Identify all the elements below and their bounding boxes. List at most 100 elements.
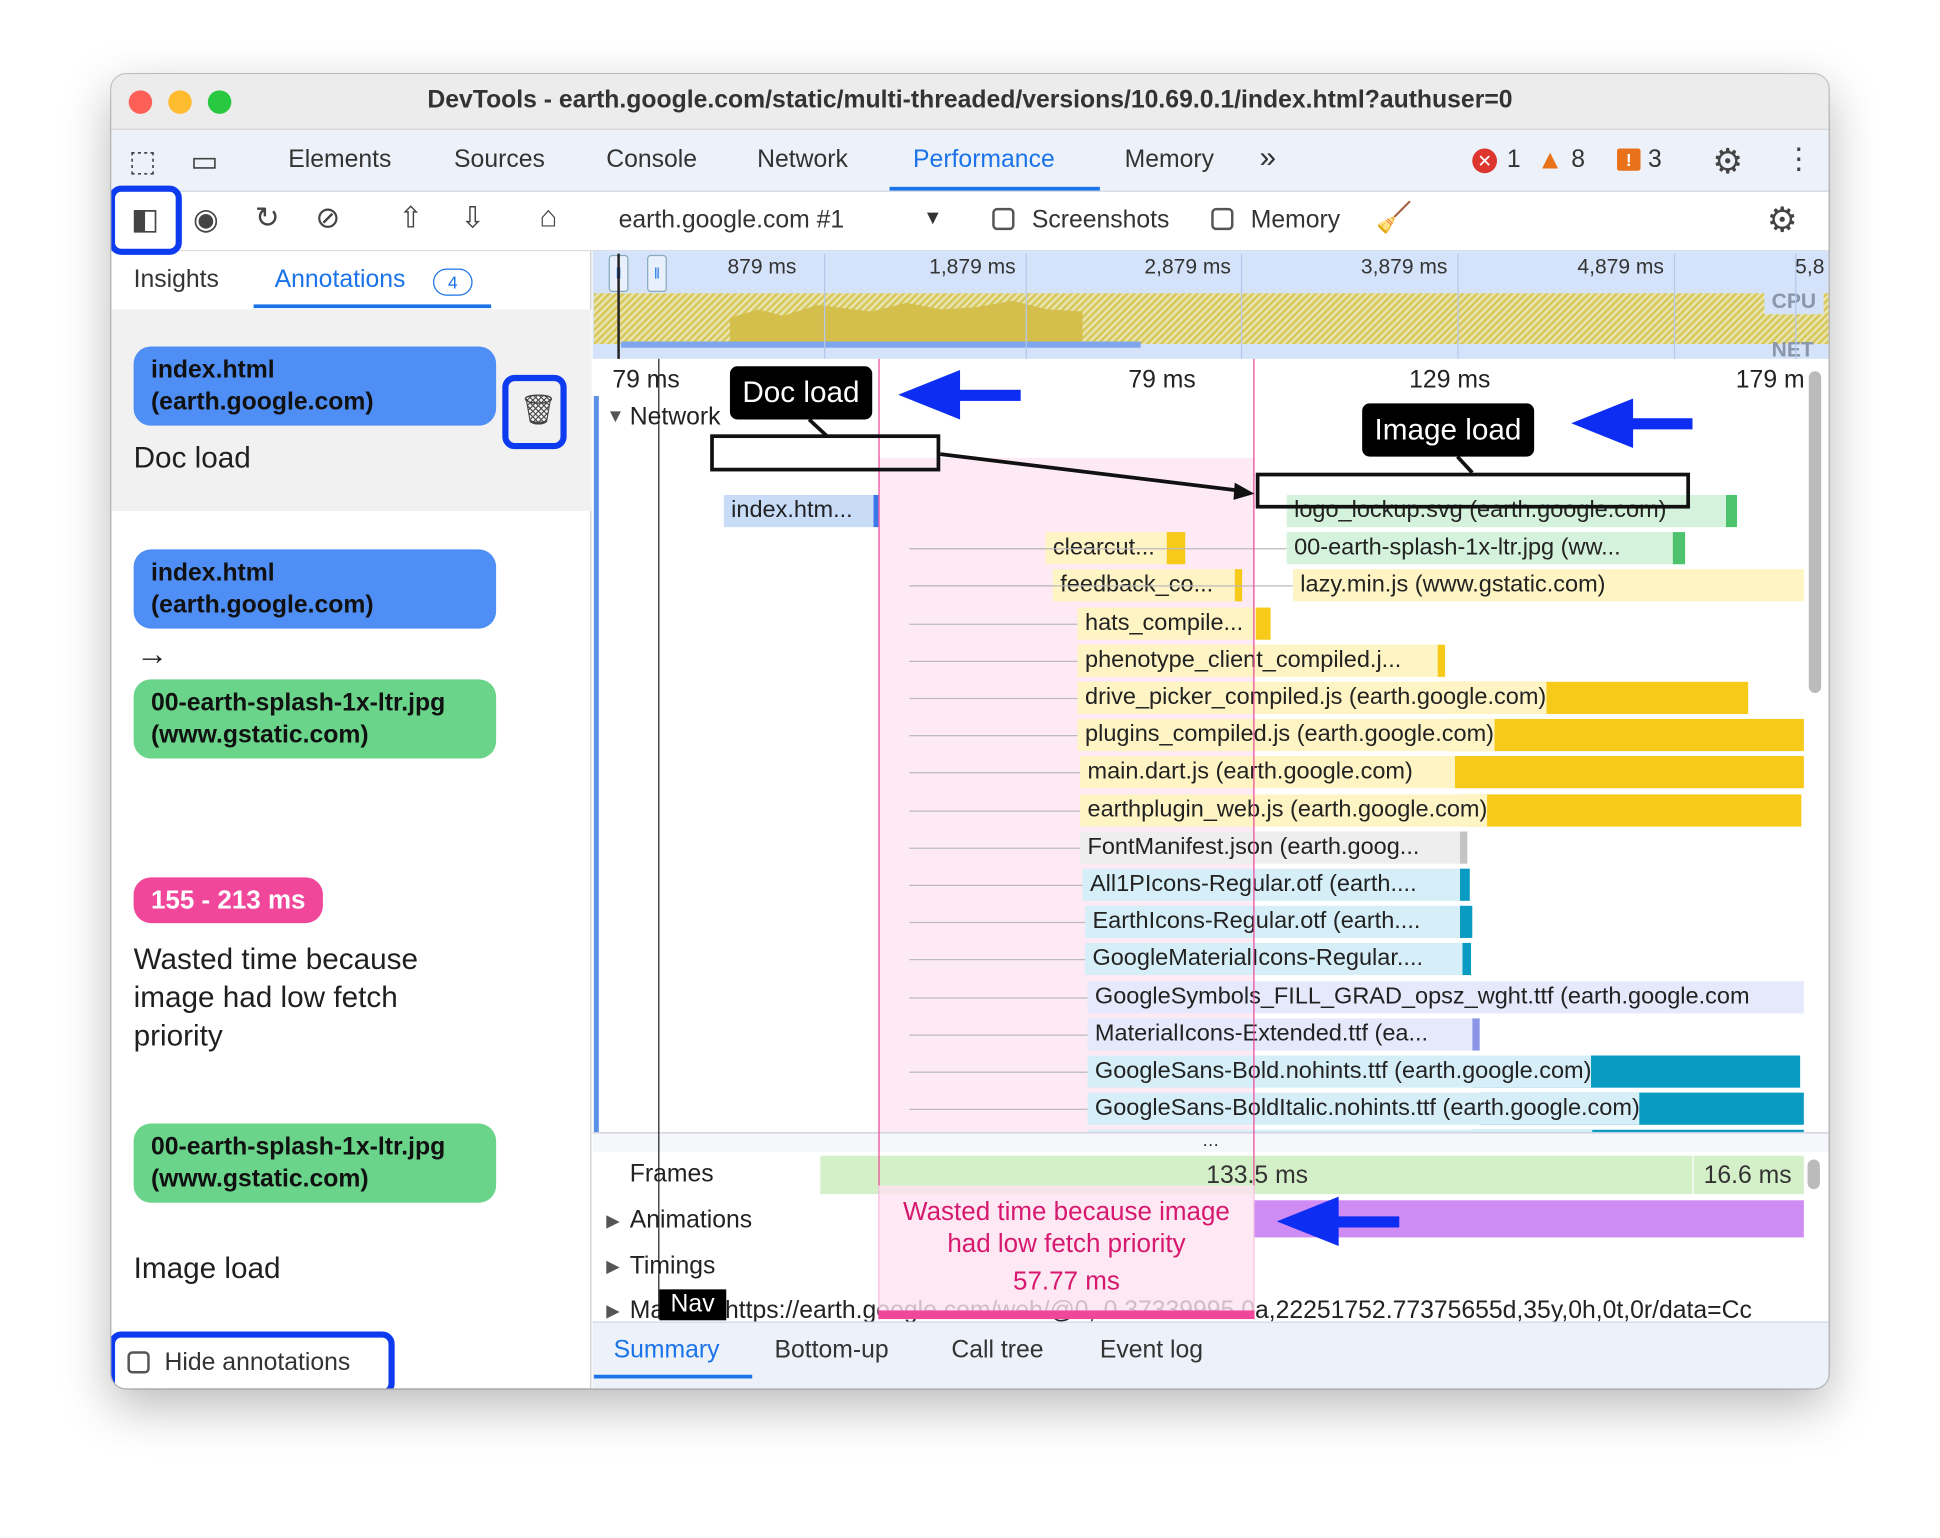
hide-annotations-checkbox[interactable] [127, 1351, 150, 1374]
network-request-bar[interactable]: drive_picker_compiled.js (earth.google.c… [1077, 681, 1547, 714]
network-request-bar[interactable]: GoogleSymbols_FILL_GRAD_opsz_wght.ttf (e… [1087, 980, 1804, 1013]
request-download-bar[interactable] [1255, 607, 1271, 640]
tab-memory[interactable]: Memory [1124, 146, 1214, 174]
tab-console[interactable]: Console [606, 146, 698, 174]
doc-load-annotation-label[interactable]: Doc load [729, 366, 872, 420]
inspect-element-icon[interactable]: ⬚ [128, 144, 157, 179]
expand-network-triangle-icon[interactable]: ▼ [606, 405, 625, 427]
annotation-entry-chip[interactable]: index.html (earth.google.com) [133, 346, 497, 426]
expand-animations-triangle-icon[interactable]: ▶ [606, 1210, 620, 1230]
warning-count[interactable]: 8 [1571, 146, 1586, 174]
clear-icon[interactable]: ⊘ [315, 201, 341, 236]
error-icon[interactable]: ✕ [1472, 148, 1498, 174]
network-request-bar[interactable]: FontManifest.json (earth.goog... [1080, 831, 1460, 864]
timings-track-label[interactable]: Timings [629, 1252, 716, 1280]
network-track[interactable]: index.htm... logo_lockup.svg (earth.googl… [593, 359, 1829, 1133]
animations-track-label[interactable]: Animations [629, 1206, 753, 1234]
network-request-bar[interactable]: EarthIcons-Regular.otf (earth.... [1085, 906, 1460, 939]
nav-marker[interactable]: Nav [659, 1289, 726, 1321]
tab-sources[interactable]: Sources [454, 146, 545, 174]
issues-icon[interactable]: ! [1617, 148, 1641, 171]
track-resize-handle[interactable]: … [592, 1131, 1829, 1153]
request-download-bar[interactable] [873, 494, 879, 528]
tab-elements[interactable]: Elements [288, 146, 392, 174]
recording-select[interactable]: earth.google.com #1 [618, 206, 845, 234]
network-request-bar[interactable]: logo_lockup.svg (earth.google.com) [1286, 494, 1726, 528]
chevron-down-icon[interactable]: ▼ [922, 207, 943, 229]
annotation-label[interactable]: Image load [133, 1252, 281, 1286]
download-icon[interactable]: ⇩ [460, 201, 486, 236]
network-request-bar[interactable]: 00-earth-splash-1x-ltr.jpg (ww... [1286, 532, 1673, 565]
image-load-annotation-label[interactable]: Image load [1362, 403, 1534, 457]
garbage-collect-broom-icon[interactable]: 🧹 [1375, 201, 1413, 236]
annotation-entry-chip[interactable]: 00-earth-splash-1x-ltr.jpg (www.gstatic.… [133, 1123, 497, 1203]
expand-main-triangle-icon[interactable]: ▶ [606, 1300, 620, 1321]
record-icon[interactable]: ◉ [193, 202, 219, 237]
toggle-sidebar-icon[interactable]: ◧ [131, 202, 160, 237]
error-count[interactable]: 1 [1506, 146, 1521, 174]
tab-call-tree[interactable]: Call tree [951, 1336, 1044, 1364]
timeline-scrollbar[interactable] [1808, 371, 1822, 693]
time-range-bar[interactable] [878, 1310, 1255, 1320]
tab-bottom-up[interactable]: Bottom-up [774, 1336, 889, 1364]
network-track-label[interactable]: Network [629, 403, 721, 432]
time-range-chip[interactable]: 155 - 213 ms [133, 877, 323, 924]
time-range-label[interactable]: Wasted time because image had low fetch p… [878, 1197, 1254, 1261]
network-request-bar[interactable]: MaterialIcons-Extended.ttf (ea... [1087, 1018, 1473, 1051]
capture-settings-gear-icon[interactable]: ⚙ [1766, 200, 1798, 239]
more-options-icon[interactable]: ⋮ [1784, 142, 1814, 176]
network-request-bar[interactable]: earthplugin_web.js (earth.google.com) [1080, 793, 1488, 827]
minimize-window-button[interactable] [168, 90, 192, 114]
warning-icon[interactable]: ▲ [1536, 143, 1564, 175]
request-download-bar[interactable] [1459, 793, 1802, 827]
request-download-bar[interactable] [1472, 1130, 1804, 1133]
annotation-label[interactable]: Wasted time because image had low fetch … [133, 942, 419, 1054]
zoom-window-button[interactable] [207, 90, 232, 114]
device-toolbar-icon[interactable]: ▭ [190, 144, 219, 179]
home-icon[interactable]: ⌂ [539, 200, 558, 234]
delete-annotation-trash-icon[interactable]: 🗑 [519, 393, 558, 427]
request-download-bar[interactable] [1459, 831, 1468, 864]
frame-bar[interactable] [1693, 1155, 1804, 1195]
tab-network[interactable]: Network [757, 146, 848, 174]
frames-track-label[interactable]: Frames [629, 1160, 714, 1188]
request-download-bar[interactable] [1672, 532, 1686, 565]
screenshots-checkbox[interactable] [992, 207, 1015, 231]
upload-icon[interactable]: ⇧ [398, 201, 424, 236]
sidebar-tab-annotations[interactable]: Annotations [274, 266, 406, 294]
network-request-bar[interactable]: main.dart.js (earth.google.com) [1080, 756, 1455, 789]
network-request-bar[interactable]: hats_compile... [1077, 607, 1256, 640]
network-request-bar[interactable]: GoogleSans-BoldItalic.nohints.ttf (earth… [1087, 1092, 1640, 1126]
annotation-label[interactable]: Doc load [133, 441, 251, 476]
network-request-bar[interactable]: plugins_compiled.js (earth.google.com) [1077, 719, 1494, 752]
issues-count[interactable]: 3 [1647, 146, 1662, 174]
request-download-bar[interactable] [1459, 906, 1473, 939]
overview-right-handle[interactable]: ‖ [647, 254, 667, 293]
tab-event-log[interactable]: Event log [1099, 1336, 1204, 1364]
entry-annotation-outline[interactable] [1255, 472, 1691, 509]
reload-record-icon[interactable]: ↻ [254, 201, 280, 236]
close-window-button[interactable] [128, 90, 153, 114]
network-request-bar[interactable]: GoogleSans-Bold.nohints.ttf (earth.googl… [1087, 1055, 1592, 1088]
request-download-bar[interactable] [1437, 644, 1446, 677]
more-tabs-icon[interactable]: » [1259, 141, 1276, 175]
settings-gear-icon[interactable]: ⚙ [1712, 142, 1744, 181]
request-download-bar[interactable] [1459, 868, 1470, 901]
annotation-link-to-chip[interactable]: 00-earth-splash-1x-ltr.jpg (www.gstatic.… [133, 679, 497, 759]
tracks-scrollbar[interactable] [1807, 1159, 1820, 1190]
expand-timings-triangle-icon[interactable]: ▶ [606, 1255, 620, 1276]
tab-performance[interactable]: Performance [913, 146, 1055, 174]
request-download-bar[interactable] [1462, 943, 1472, 976]
memory-checkbox[interactable] [1211, 207, 1234, 231]
annotation-link-from-chip[interactable]: index.html (earth.google.com) [133, 549, 497, 629]
request-download-bar[interactable] [1447, 719, 1804, 752]
request-download-bar[interactable] [1454, 756, 1804, 789]
network-request-bar[interactable]: GoogleMaterialIcons-Regular.... [1085, 943, 1463, 976]
sidebar-tab-insights[interactable]: Insights [133, 266, 219, 294]
network-request-bar[interactable]: lazy.min.js (www.gstatic.com) [1292, 569, 1804, 602]
network-request-bar[interactable]: index.htm... [723, 494, 874, 528]
network-request-bar[interactable]: GoogleSans-Italic.nohints.ttf (earth.goo… [1087, 1130, 1593, 1133]
network-request-bar[interactable]: phenotype_client_compiled.j... [1077, 644, 1438, 677]
tab-summary[interactable]: Summary [613, 1336, 720, 1364]
request-download-bar[interactable] [1472, 1018, 1480, 1051]
